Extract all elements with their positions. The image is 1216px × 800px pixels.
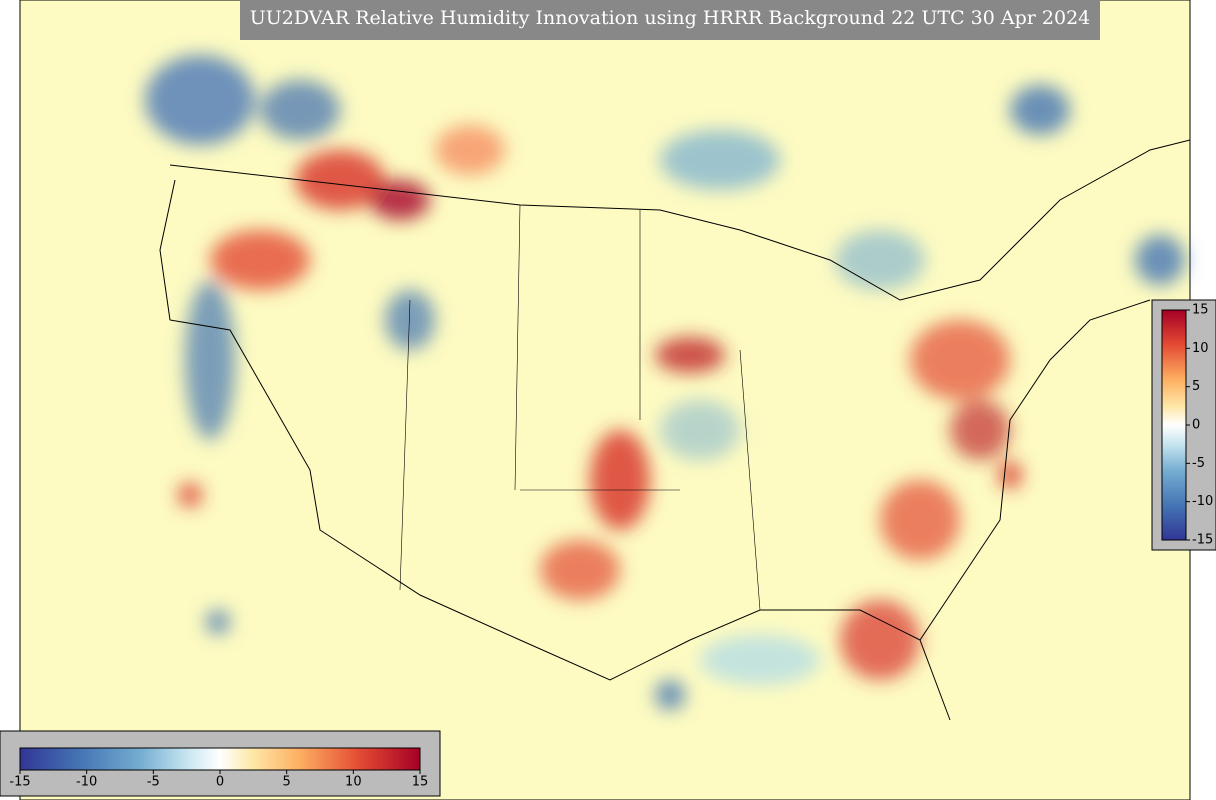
humidity-field <box>145 55 1185 710</box>
tick-label: 5 <box>1192 379 1200 394</box>
tick-label: -10 <box>76 775 97 790</box>
tick-label: 15 <box>1192 303 1209 318</box>
tick-label: 0 <box>216 775 224 790</box>
tick-label: 10 <box>345 775 362 790</box>
colorbar-horizontal <box>19 747 421 771</box>
tick-label: -15 <box>1192 533 1213 548</box>
tick-label: 15 <box>412 775 429 790</box>
tick-label: -5 <box>147 775 160 790</box>
tick-label: -15 <box>9 775 30 790</box>
map-title: UU2DVAR Relative Humidity Innovation usi… <box>250 7 1091 29</box>
tick-label: -5 <box>1192 456 1205 471</box>
tick-label: 0 <box>1192 418 1200 433</box>
tick-label: -10 <box>1192 494 1213 509</box>
tick-label: 10 <box>1192 341 1209 356</box>
colorbar-vertical <box>1161 309 1187 541</box>
title-box <box>240 0 1100 40</box>
boundaries <box>159 139 1191 721</box>
tick-label: 5 <box>283 775 291 790</box>
